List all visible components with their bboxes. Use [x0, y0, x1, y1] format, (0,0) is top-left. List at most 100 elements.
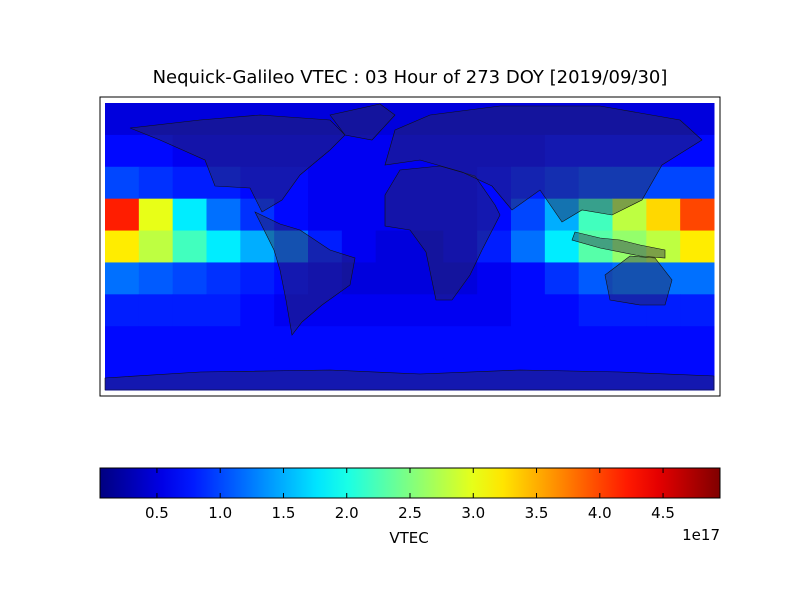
cell: [105, 230, 140, 263]
cell: [477, 134, 512, 168]
cell: [138, 230, 174, 263]
cell: [240, 134, 275, 168]
cell: [172, 230, 207, 263]
cell: [646, 134, 681, 168]
cell: [138, 198, 174, 232]
map-frame: [99, 96, 721, 397]
cell: [511, 103, 546, 136]
cell: [341, 358, 377, 391]
cell: [206, 230, 241, 263]
colorbar-tick-label: 4.0: [588, 504, 612, 522]
cell: [274, 166, 309, 200]
cell: [375, 166, 410, 200]
cell: [274, 262, 309, 295]
cell: [544, 326, 580, 359]
cell: [240, 294, 275, 327]
south-america: [254, 211, 356, 336]
cell: [680, 358, 715, 391]
cell: [646, 326, 681, 359]
cell: [274, 134, 309, 168]
colorbar-offset: 1e17: [682, 526, 720, 544]
cell: [206, 198, 241, 232]
cell: [578, 198, 613, 232]
cell: [646, 262, 681, 295]
indonesia: [571, 231, 666, 259]
cell: [443, 326, 478, 359]
cell: [138, 326, 174, 359]
land: [104, 103, 715, 391]
cell: [308, 326, 343, 359]
cell: [240, 166, 275, 200]
cell: [240, 230, 275, 263]
cell: [477, 230, 512, 263]
cell: [477, 326, 512, 359]
cell: [240, 358, 275, 391]
cell: [578, 166, 613, 200]
colorbar-tick-label: 3.5: [525, 504, 549, 522]
cell: [375, 358, 410, 391]
cell: [409, 326, 444, 359]
colorbar-tick-label: 2.0: [335, 504, 359, 522]
cell: [511, 198, 546, 232]
cell: [409, 358, 444, 391]
colorbar-tick-label: 0.5: [145, 504, 169, 522]
cell: [341, 134, 377, 168]
cell: [680, 103, 715, 136]
cell: [375, 262, 410, 295]
cell: [578, 358, 613, 391]
cell: [308, 166, 343, 200]
cell: [308, 134, 343, 168]
cell: [138, 294, 174, 327]
cell: [612, 326, 647, 359]
colorbar-label: VTEC: [389, 529, 428, 547]
cell: [544, 262, 580, 295]
cell: [612, 230, 647, 263]
cell: [680, 230, 715, 263]
cell: [443, 103, 478, 136]
cell: [511, 134, 546, 168]
cell: [206, 166, 241, 200]
cell: [612, 262, 647, 295]
cell: [612, 103, 647, 136]
cell: [680, 166, 715, 200]
cell: [443, 166, 478, 200]
cell: [409, 166, 444, 200]
cell: [578, 262, 613, 295]
colorbar-tick-label: 1.5: [272, 504, 296, 522]
antarctica: [104, 369, 715, 391]
cell: [308, 294, 343, 327]
cell: [172, 103, 207, 136]
cell: [612, 134, 647, 168]
cell: [105, 358, 140, 391]
cell: [511, 294, 546, 327]
cell: [544, 358, 580, 391]
cell: [105, 326, 140, 359]
cell: [375, 230, 410, 263]
cell: [578, 294, 613, 327]
cell: [172, 326, 207, 359]
cell: [308, 103, 343, 136]
cell: [612, 358, 647, 391]
north-america: [129, 114, 346, 213]
cell: [206, 134, 241, 168]
chart-title: Nequick-Galileo VTEC : 03 Hour of 273 DO…: [153, 67, 668, 88]
cell: [511, 326, 546, 359]
cell: [680, 134, 715, 168]
cell: [274, 230, 309, 263]
cell: [612, 198, 647, 232]
colorbar-tick-label: 1.0: [208, 504, 232, 522]
cell: [240, 326, 275, 359]
cell: [105, 103, 140, 136]
cell: [409, 198, 444, 232]
cell: [341, 166, 377, 200]
cell: [341, 294, 377, 327]
cell: [105, 262, 140, 295]
cell: [172, 358, 207, 391]
cell: [138, 103, 174, 136]
greenland: [329, 103, 396, 141]
cell: [240, 198, 275, 232]
cell: [172, 262, 207, 295]
cell: [138, 134, 174, 168]
cell: [443, 198, 478, 232]
